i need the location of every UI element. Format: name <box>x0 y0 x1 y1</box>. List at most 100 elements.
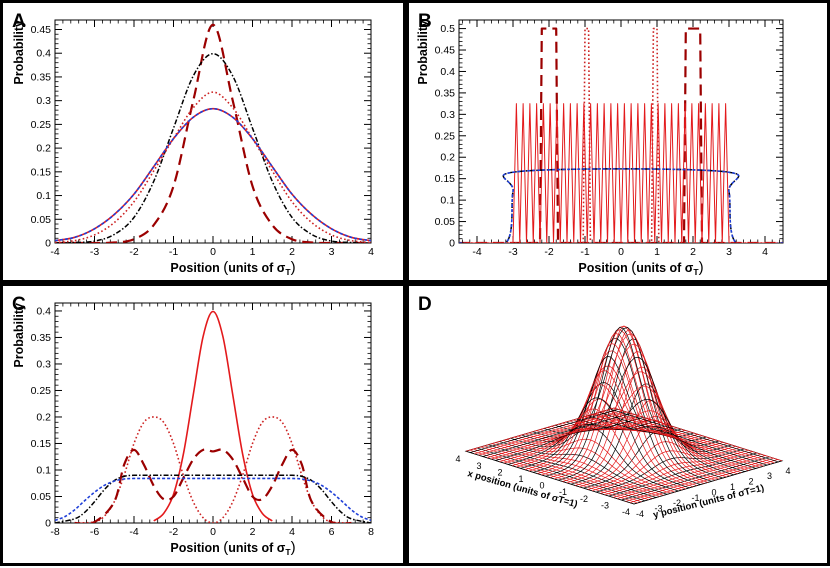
x-tick-label: 2 <box>289 246 295 258</box>
x-tick-label: -4 <box>622 507 630 517</box>
y-tick-label: 0.4 <box>36 305 51 317</box>
x-tick-label: 0 <box>210 246 216 258</box>
chart-b-series-dashed-line <box>459 27 783 243</box>
x-tick-label: -4 <box>50 246 59 258</box>
y-tick-label: 0.4 <box>440 66 455 78</box>
chart-c-frame <box>54 302 372 524</box>
panel-c: 0 0.05 0.1 0.15 0.2 0.25 0.3 0.35 0.4 -8 -6 -4 -2 0 2 4… <box>0 283 406 566</box>
x-tick-label: 0 <box>618 246 624 258</box>
surface-grid-line <box>486 414 636 459</box>
y-tick-label: 3 <box>767 471 772 481</box>
chart-a-frame <box>54 19 372 244</box>
panel-d: 4 3 2 1 0 -1 -2 -3 -4 -4 -3 -2 -1 0 1 2 3 4 x position (un… <box>406 283 830 566</box>
x-tick-label: -1 <box>559 487 567 497</box>
chart-a-series-dashblue-line <box>55 107 371 242</box>
panel-letter-d: D <box>418 294 432 315</box>
x-tick-label: 1 <box>250 246 256 258</box>
x-tick-label: 3 <box>329 246 335 258</box>
panel-b: 0 0.05 0.1 0.15 0.2 0.25 0.3 0.35 0.4 0.45 0.5 -4 -3… <box>406 0 830 283</box>
y-tick-label: 0.15 <box>31 438 52 450</box>
chart-b-series-dashblue-line <box>459 168 783 243</box>
y-tick-label: 0.35 <box>31 332 52 344</box>
x-tick-label: 1 <box>518 474 523 484</box>
x-tick-label: 8 <box>368 526 374 538</box>
y-tick-label: 0.3 <box>440 109 455 121</box>
x-tick-label: 6 <box>329 526 335 538</box>
y-axis-label: Probability <box>12 303 26 368</box>
x-tick-label: -6 <box>90 526 99 538</box>
y-axis-label: Probability <box>12 20 26 85</box>
y-tick-label: 0.05 <box>31 491 52 503</box>
y-tick-label: 0.2 <box>440 152 455 164</box>
y-tick-label: 2 <box>748 477 753 487</box>
chart-a-series-solid-line <box>55 107 371 242</box>
x-axis-label: Position (units of σT) <box>170 539 295 557</box>
x-tick-label: -3 <box>90 246 99 258</box>
y-tick-label: 1 <box>730 482 735 492</box>
x-tick-label: -2 <box>169 526 178 538</box>
x-tick-label: 4 <box>368 246 374 258</box>
surface-grid-line <box>569 410 738 475</box>
y-tick-label: 0.15 <box>435 173 456 185</box>
surface-grid-line <box>465 407 615 452</box>
surface-grid-line <box>503 419 652 464</box>
surface-grid-line <box>495 416 644 461</box>
x-tick-label: 0 <box>210 526 216 538</box>
chart-a-series-dashed-line <box>55 23 371 243</box>
chart-c-series-dotted-line <box>74 416 352 523</box>
chart-c-series-dashdot-line <box>55 474 371 523</box>
surface-grid-line <box>602 410 772 465</box>
panel-letter-c: C <box>12 294 26 315</box>
chart-b-frame <box>458 19 784 244</box>
y-tick-label: 0.2 <box>36 143 51 155</box>
y-tick-label: 0.3 <box>36 95 51 107</box>
x-tick-label: 3 <box>476 461 481 471</box>
surface-grid-line <box>474 410 623 455</box>
chart-c-series-solid-line <box>153 310 273 522</box>
y-tick-label: -1 <box>691 493 699 503</box>
surface-grid-line <box>599 411 768 466</box>
y-tick-label: -2 <box>673 498 681 508</box>
x-tick-label: 2 <box>690 246 696 258</box>
y-tick-label: 0.45 <box>435 45 456 57</box>
surface-grid-line <box>470 408 619 453</box>
surface-grid-line <box>613 407 783 462</box>
y-tick-label: 0 <box>711 487 716 497</box>
chart-b-series-dotted-line <box>459 27 783 243</box>
y-axis-label: Probability <box>416 20 430 85</box>
y-tick-label: 0.25 <box>31 119 52 131</box>
surface-grid-line <box>478 411 627 456</box>
y-tick-label: 0.05 <box>435 216 456 228</box>
surface-grid-line <box>584 416 753 470</box>
surface-grid-line <box>610 408 779 463</box>
y-tick-label: 0.1 <box>440 195 455 207</box>
x-tick-label: -2 <box>129 246 138 258</box>
surface-grid-line <box>491 415 640 460</box>
y-tick-label: 0.25 <box>435 130 456 142</box>
surface-grid-line <box>573 419 742 474</box>
surface-grid-line <box>516 408 665 468</box>
x-tick-label: -4 <box>472 246 481 258</box>
y-tick-label: 0.2 <box>36 411 51 423</box>
x-tick-label: 4 <box>455 454 460 464</box>
y-tick-label: 0.5 <box>440 23 455 35</box>
x-tick-label: 2 <box>497 467 502 477</box>
surface-grid-line <box>591 414 760 468</box>
surface-grid-line <box>565 398 735 476</box>
y-tick-label: -4 <box>636 509 644 519</box>
y-tick-label: 0.45 <box>31 24 52 36</box>
surface-mesh <box>465 325 783 505</box>
x-tick-label: 3 <box>726 246 732 258</box>
surface-grid-line <box>576 418 746 472</box>
x-tick-label: 2 <box>250 526 256 538</box>
chart-a: 0 0.05 0.1 0.15 0.2 0.25 0.3 0.35 0.4 0.45 -4 -3 -2 -… <box>12 11 374 277</box>
x-tick-label: 0 <box>539 481 544 491</box>
y-tick-label: 0.35 <box>31 71 52 83</box>
x-tick-label: -3 <box>601 500 609 510</box>
chart-a-series-dotted-line <box>55 91 371 243</box>
chart-a-series-dashdot-line <box>55 52 371 243</box>
chart-c: 0 0.05 0.1 0.15 0.2 0.25 0.3 0.35 0.4 -8 -6 -4 -2 0 2 4… <box>12 294 374 557</box>
y-tick-label: 0.15 <box>31 166 52 178</box>
surface-grid-line <box>520 397 669 469</box>
